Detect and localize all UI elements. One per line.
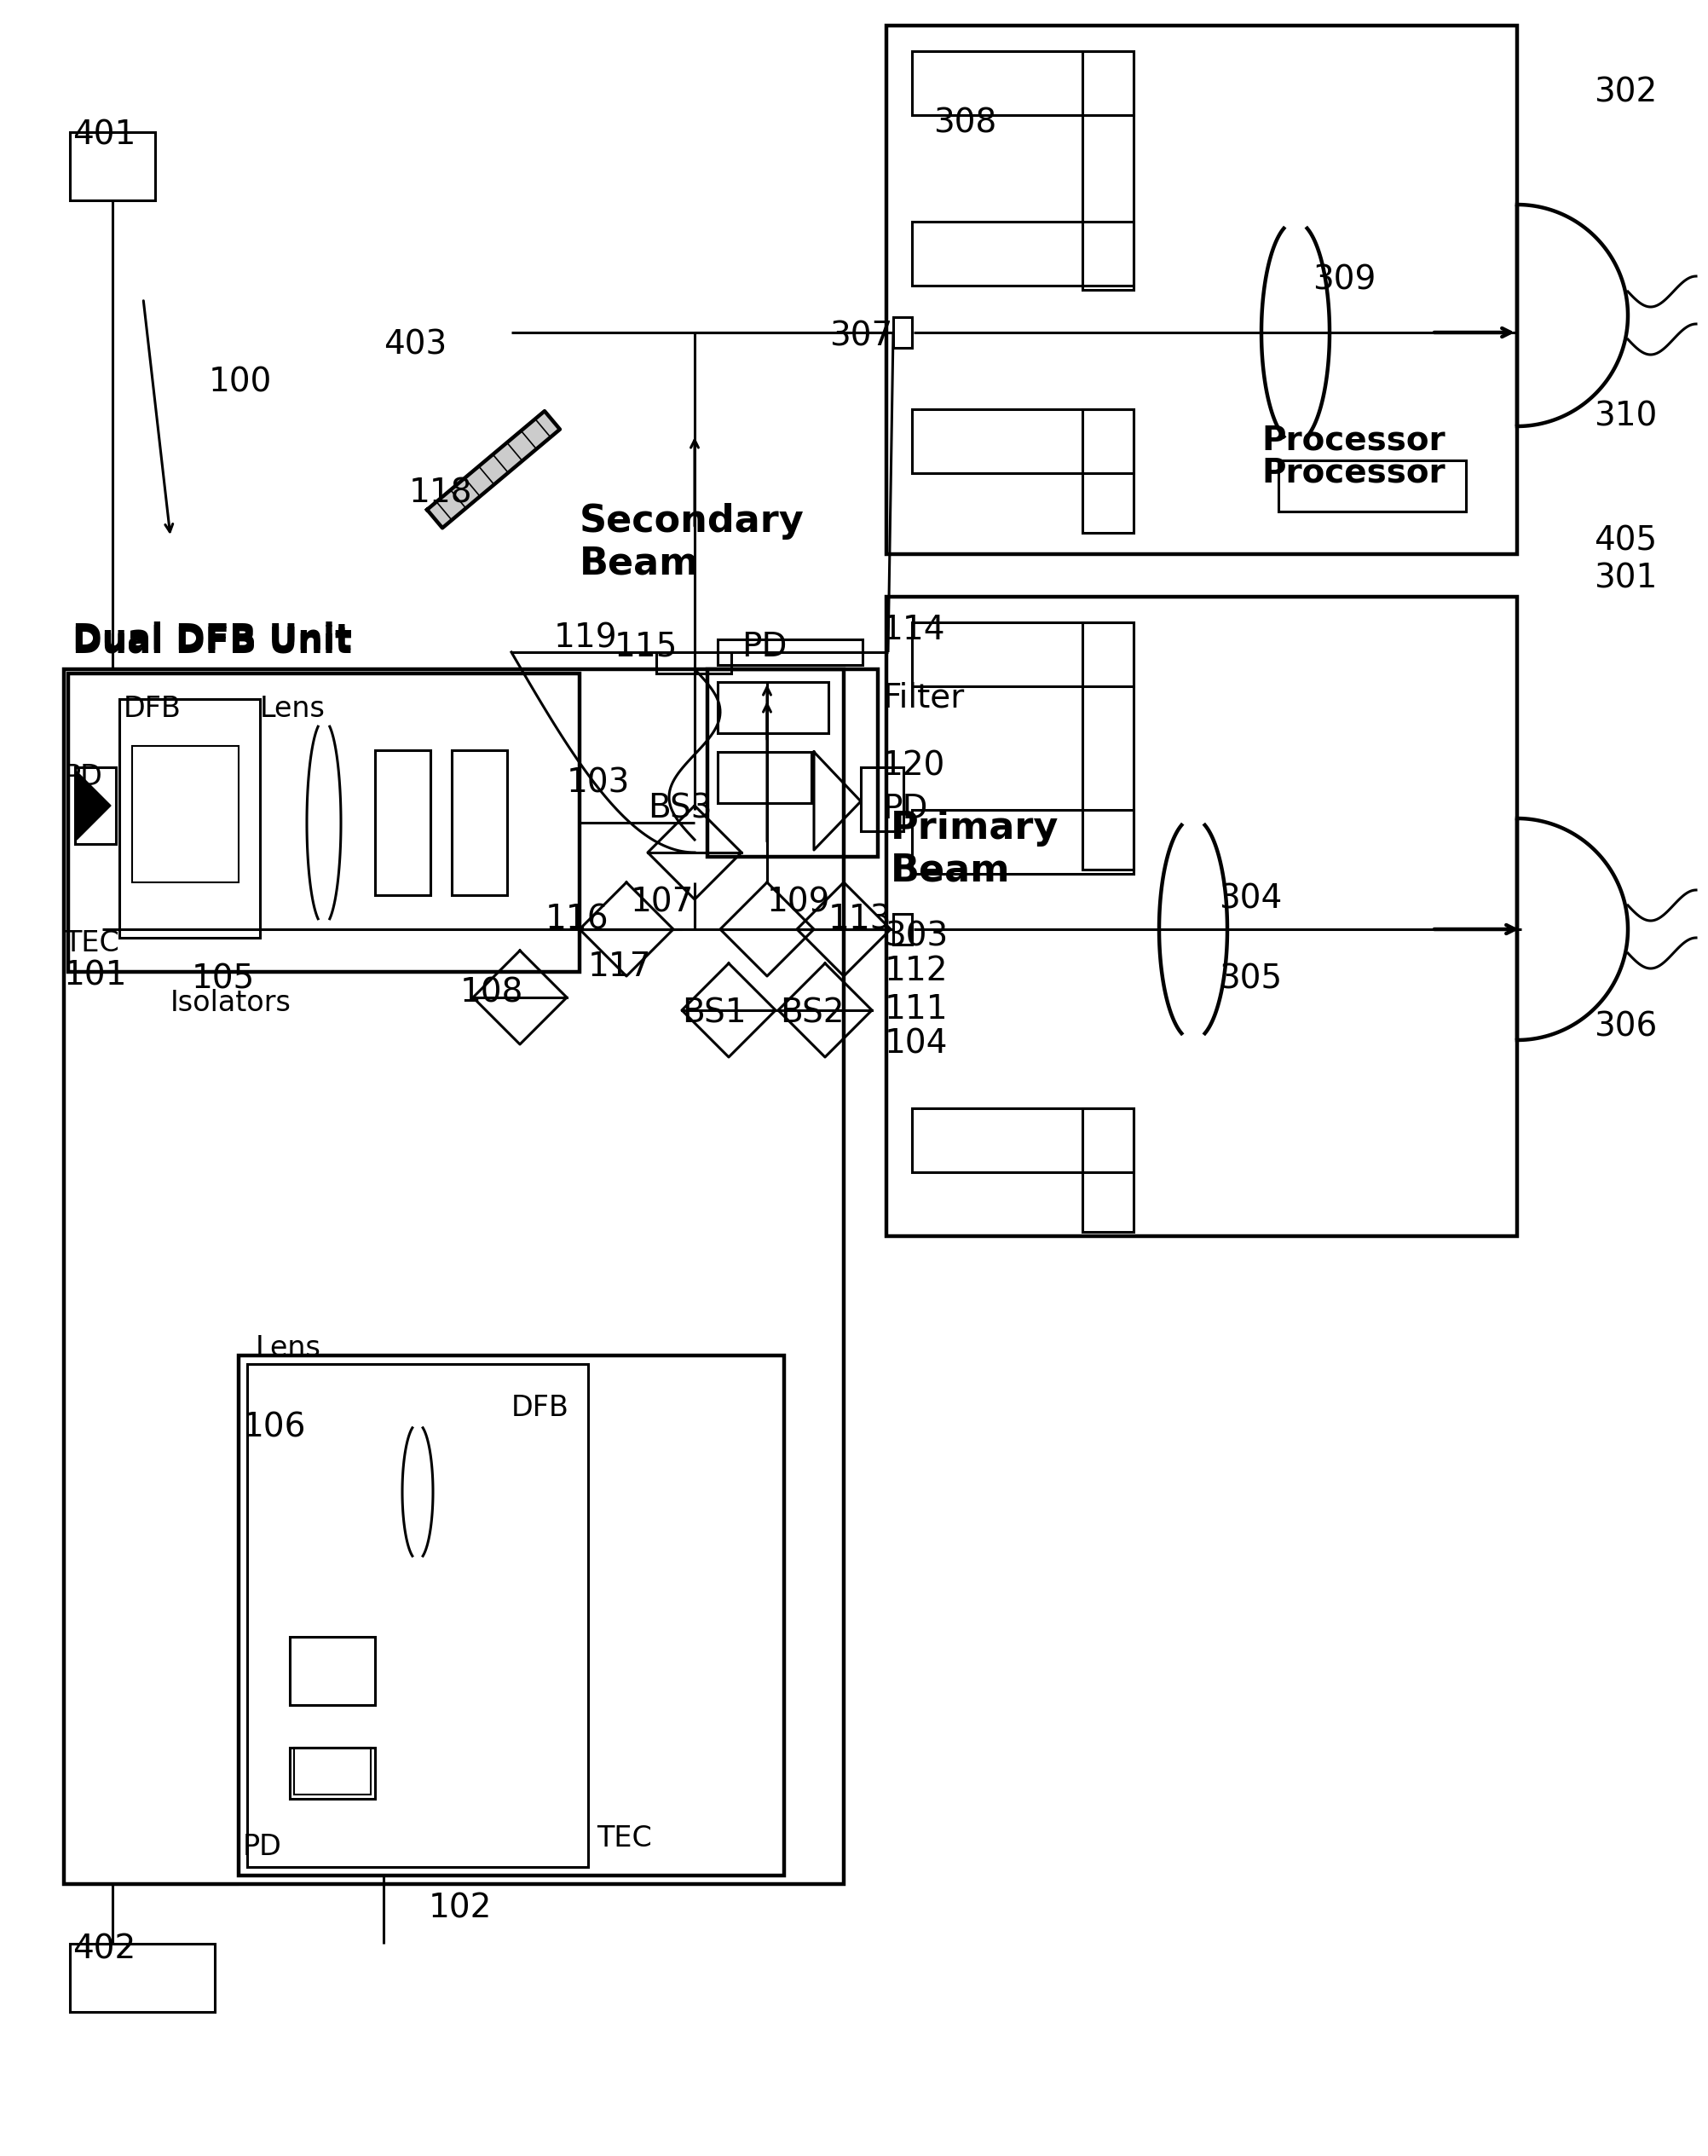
Text: 309: 309 (1312, 265, 1377, 298)
Bar (912, 222, 1134, 285)
Text: DFB: DFB (511, 1395, 569, 1423)
Bar (886, 597, 1517, 1235)
Text: 119: 119 (553, 623, 618, 655)
Text: 304: 304 (1220, 882, 1283, 914)
Text: Isolators: Isolators (171, 990, 292, 1018)
Bar (912, 811, 1134, 873)
Text: PD: PD (243, 1833, 282, 1861)
Text: 109: 109 (767, 886, 830, 918)
Text: 104: 104 (885, 1026, 948, 1059)
Bar (912, 623, 1134, 686)
Bar (656, 651, 731, 673)
Text: BS2: BS2 (781, 998, 844, 1031)
Text: 402: 402 (72, 1934, 135, 1966)
Text: 305: 305 (1220, 964, 1283, 996)
Text: 100: 100 (208, 367, 272, 399)
Bar (63, 668, 844, 1884)
Text: 115: 115 (615, 632, 678, 664)
Text: 111: 111 (885, 994, 948, 1026)
Text: TEC: TEC (63, 929, 120, 957)
Text: 303: 303 (885, 921, 948, 953)
Text: PD: PD (63, 763, 102, 791)
Text: 102: 102 (429, 1893, 492, 1925)
Bar (132, 746, 239, 882)
Text: DFB: DFB (123, 694, 181, 722)
Text: BS1: BS1 (681, 998, 746, 1031)
Text: PD: PD (881, 793, 927, 826)
Text: 101: 101 (63, 959, 128, 992)
Text: 107: 107 (630, 886, 693, 918)
Text: 105: 105 (191, 964, 254, 996)
Text: PD: PD (741, 632, 787, 664)
Text: 307: 307 (828, 319, 892, 351)
Bar (1083, 1108, 1134, 1231)
Text: TEC: TEC (596, 1824, 652, 1852)
Text: 302: 302 (1594, 78, 1657, 110)
Bar (68, 673, 579, 972)
Text: Primary
Beam: Primary Beam (890, 811, 1059, 888)
Bar (1083, 410, 1134, 533)
Text: 401: 401 (72, 119, 137, 151)
Bar (893, 914, 912, 944)
Bar (70, 132, 155, 201)
Polygon shape (427, 412, 560, 528)
Bar (120, 699, 260, 938)
Bar (707, 668, 878, 856)
Text: 114: 114 (881, 614, 946, 647)
Text: 405: 405 (1594, 524, 1657, 556)
Bar (1279, 461, 1465, 511)
Bar (912, 52, 1134, 114)
Text: 301: 301 (1594, 563, 1657, 595)
Text: 116: 116 (545, 903, 610, 936)
Bar (1083, 623, 1134, 869)
Text: Filter: Filter (881, 681, 963, 714)
Bar (248, 1365, 588, 1867)
Text: 403: 403 (384, 328, 447, 360)
Bar (294, 1749, 371, 1794)
Bar (75, 768, 116, 843)
Bar (861, 768, 904, 832)
Bar (717, 681, 828, 733)
Text: 118: 118 (410, 476, 473, 509)
Bar (717, 752, 811, 802)
Text: Lens: Lens (260, 694, 326, 722)
Polygon shape (77, 772, 111, 839)
Text: Processor: Processor (1262, 457, 1445, 489)
Bar (290, 1636, 376, 1705)
Text: 112: 112 (885, 955, 948, 987)
Bar (717, 640, 863, 664)
Bar (290, 1749, 376, 1798)
Text: Dual DFB Unit: Dual DFB Unit (72, 625, 352, 660)
Bar (239, 1356, 784, 1876)
Text: 308: 308 (933, 106, 996, 138)
Text: Lens: Lens (256, 1335, 321, 1363)
Text: BS3: BS3 (647, 793, 712, 826)
Text: 113: 113 (828, 903, 892, 936)
Bar (70, 1945, 215, 2012)
Text: 103: 103 (567, 768, 630, 800)
Bar (912, 410, 1134, 472)
Text: Processor: Processor (1262, 425, 1445, 457)
Text: Dual DFB Unit: Dual DFB Unit (72, 621, 352, 655)
Bar (893, 317, 912, 347)
Bar (1083, 52, 1134, 289)
Bar (886, 26, 1517, 554)
Text: 117: 117 (588, 951, 652, 983)
Text: 120: 120 (881, 750, 946, 783)
Text: Secondary
Beam: Secondary Beam (579, 502, 804, 582)
Text: 306: 306 (1594, 1011, 1657, 1044)
Text: 108: 108 (459, 977, 524, 1009)
Bar (376, 750, 430, 895)
Bar (912, 1108, 1134, 1173)
Text: 106: 106 (243, 1410, 306, 1442)
Bar (451, 750, 507, 895)
Text: 310: 310 (1594, 401, 1657, 433)
